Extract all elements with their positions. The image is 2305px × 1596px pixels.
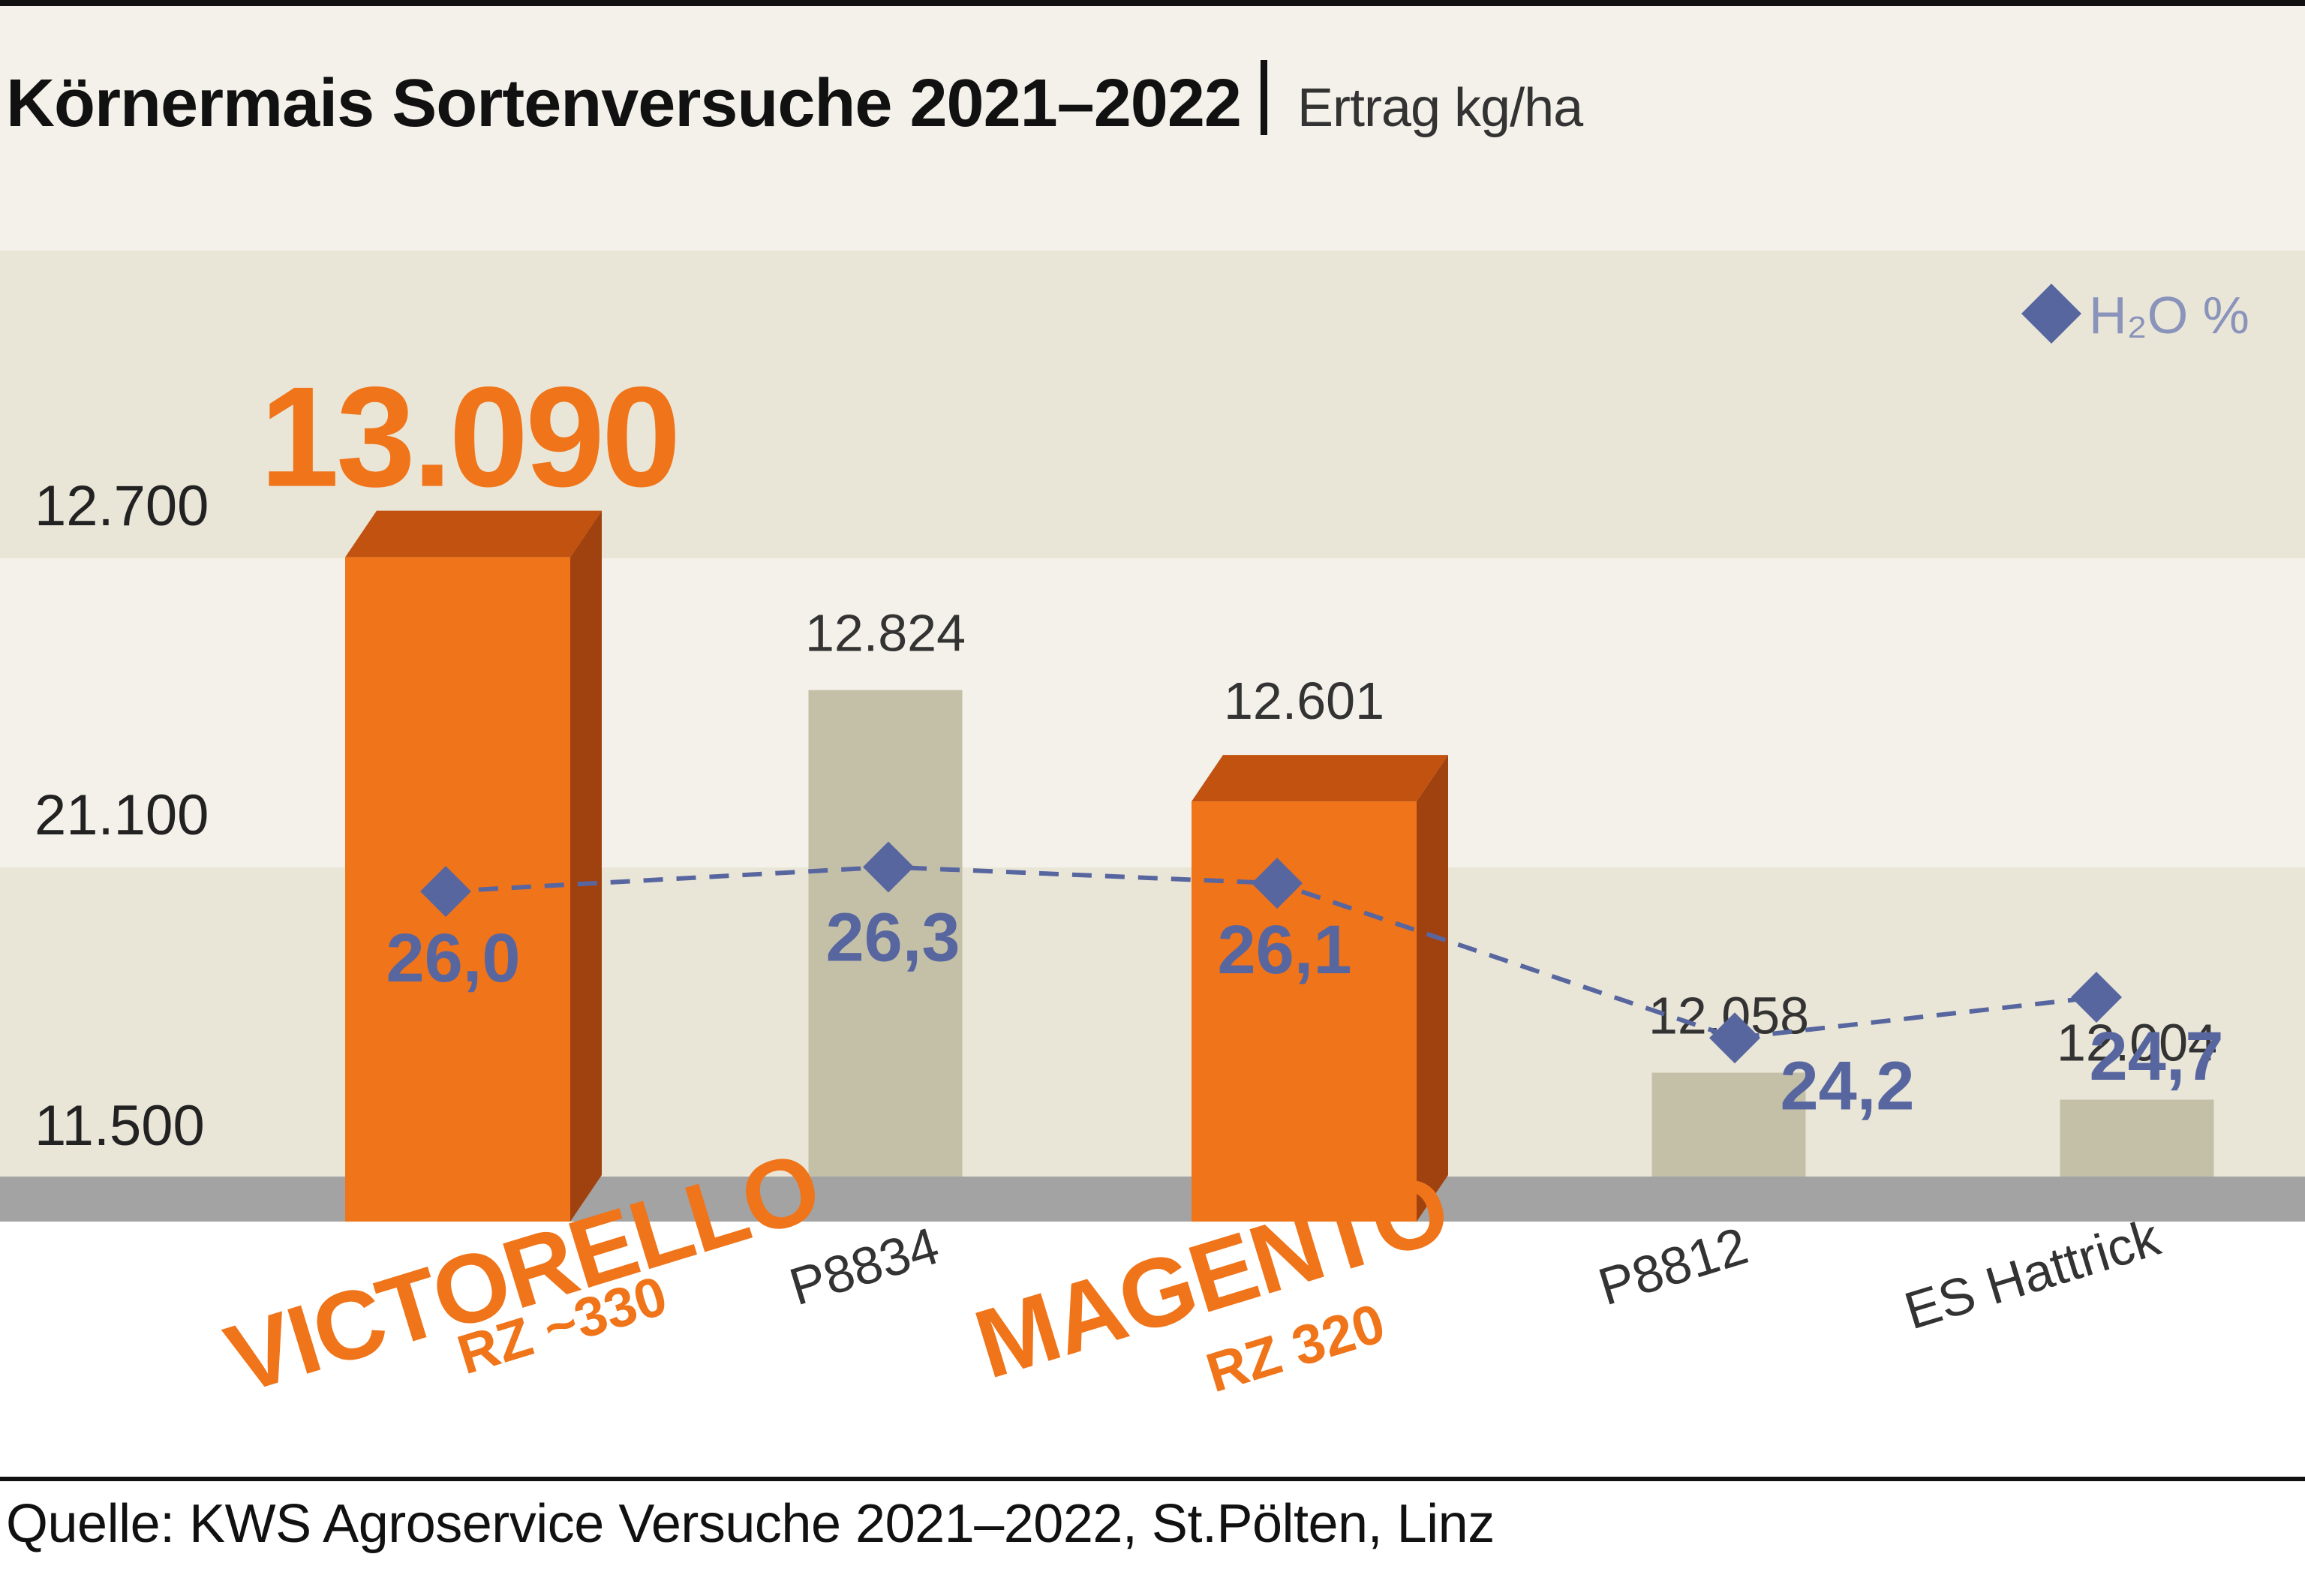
bar-side-face [570,510,602,1222]
legend-label: H₂O % [2089,286,2249,344]
moisture-marker [420,866,471,917]
top-rule [0,0,2305,6]
bar [1651,1072,1806,1177]
bar [1192,801,1417,1222]
y-tick-label: 21.100 [35,783,209,847]
bar-top-face [1192,755,1448,802]
source-note: Quelle: KWS Agroservice Versuche 2021–20… [6,1494,1495,1554]
title-separator [1260,60,1267,135]
bar-value-label: 12.601 [1224,672,1384,730]
moisture-value-label: 26,0 [386,920,520,996]
background-band-upper [0,251,2305,558]
chart-title: Körnermais Sortenversuche 2021–2022 [6,66,1242,141]
bar-value-label: 12.004 [2057,1013,2217,1072]
moisture-value-label: 26,3 [825,899,960,975]
legend-diamond-icon [2021,284,2081,344]
moisture-marker [2071,972,2122,1023]
bar-value-label: 13.090 [260,358,678,517]
chart-subtitle: Ertrag kg/ha [1297,78,1583,138]
y-tick-label: 12.700 [35,474,209,538]
moisture-marker [1252,858,1303,909]
moisture-value-label: 24,7 [2089,1018,2223,1095]
chart-svg: 12.700 21.100 11.500 13.090 12.824 12.601 12.0… [0,284,2305,1414]
y-tick-label: 11.500 [35,1094,205,1158]
bar-value-label: 12.824 [805,604,966,663]
footer-rule [0,1477,2305,1481]
bar [2060,1099,2214,1177]
moisture-value-label: 26,1 [1217,912,1351,988]
category-label: ES Hattrick [1898,1207,2168,1340]
chart-header: Körnermais Sortenversuche 2021–2022 Ertra… [6,60,1583,150]
moisture-marker [1709,1012,1760,1064]
bar-side-face [1417,755,1448,1222]
bar [808,690,963,1177]
bar-top-face [345,510,602,558]
moisture-marker [863,841,914,893]
moisture-value-label: 24,2 [1780,1047,1914,1124]
category-label: P8812 [1592,1216,1754,1317]
